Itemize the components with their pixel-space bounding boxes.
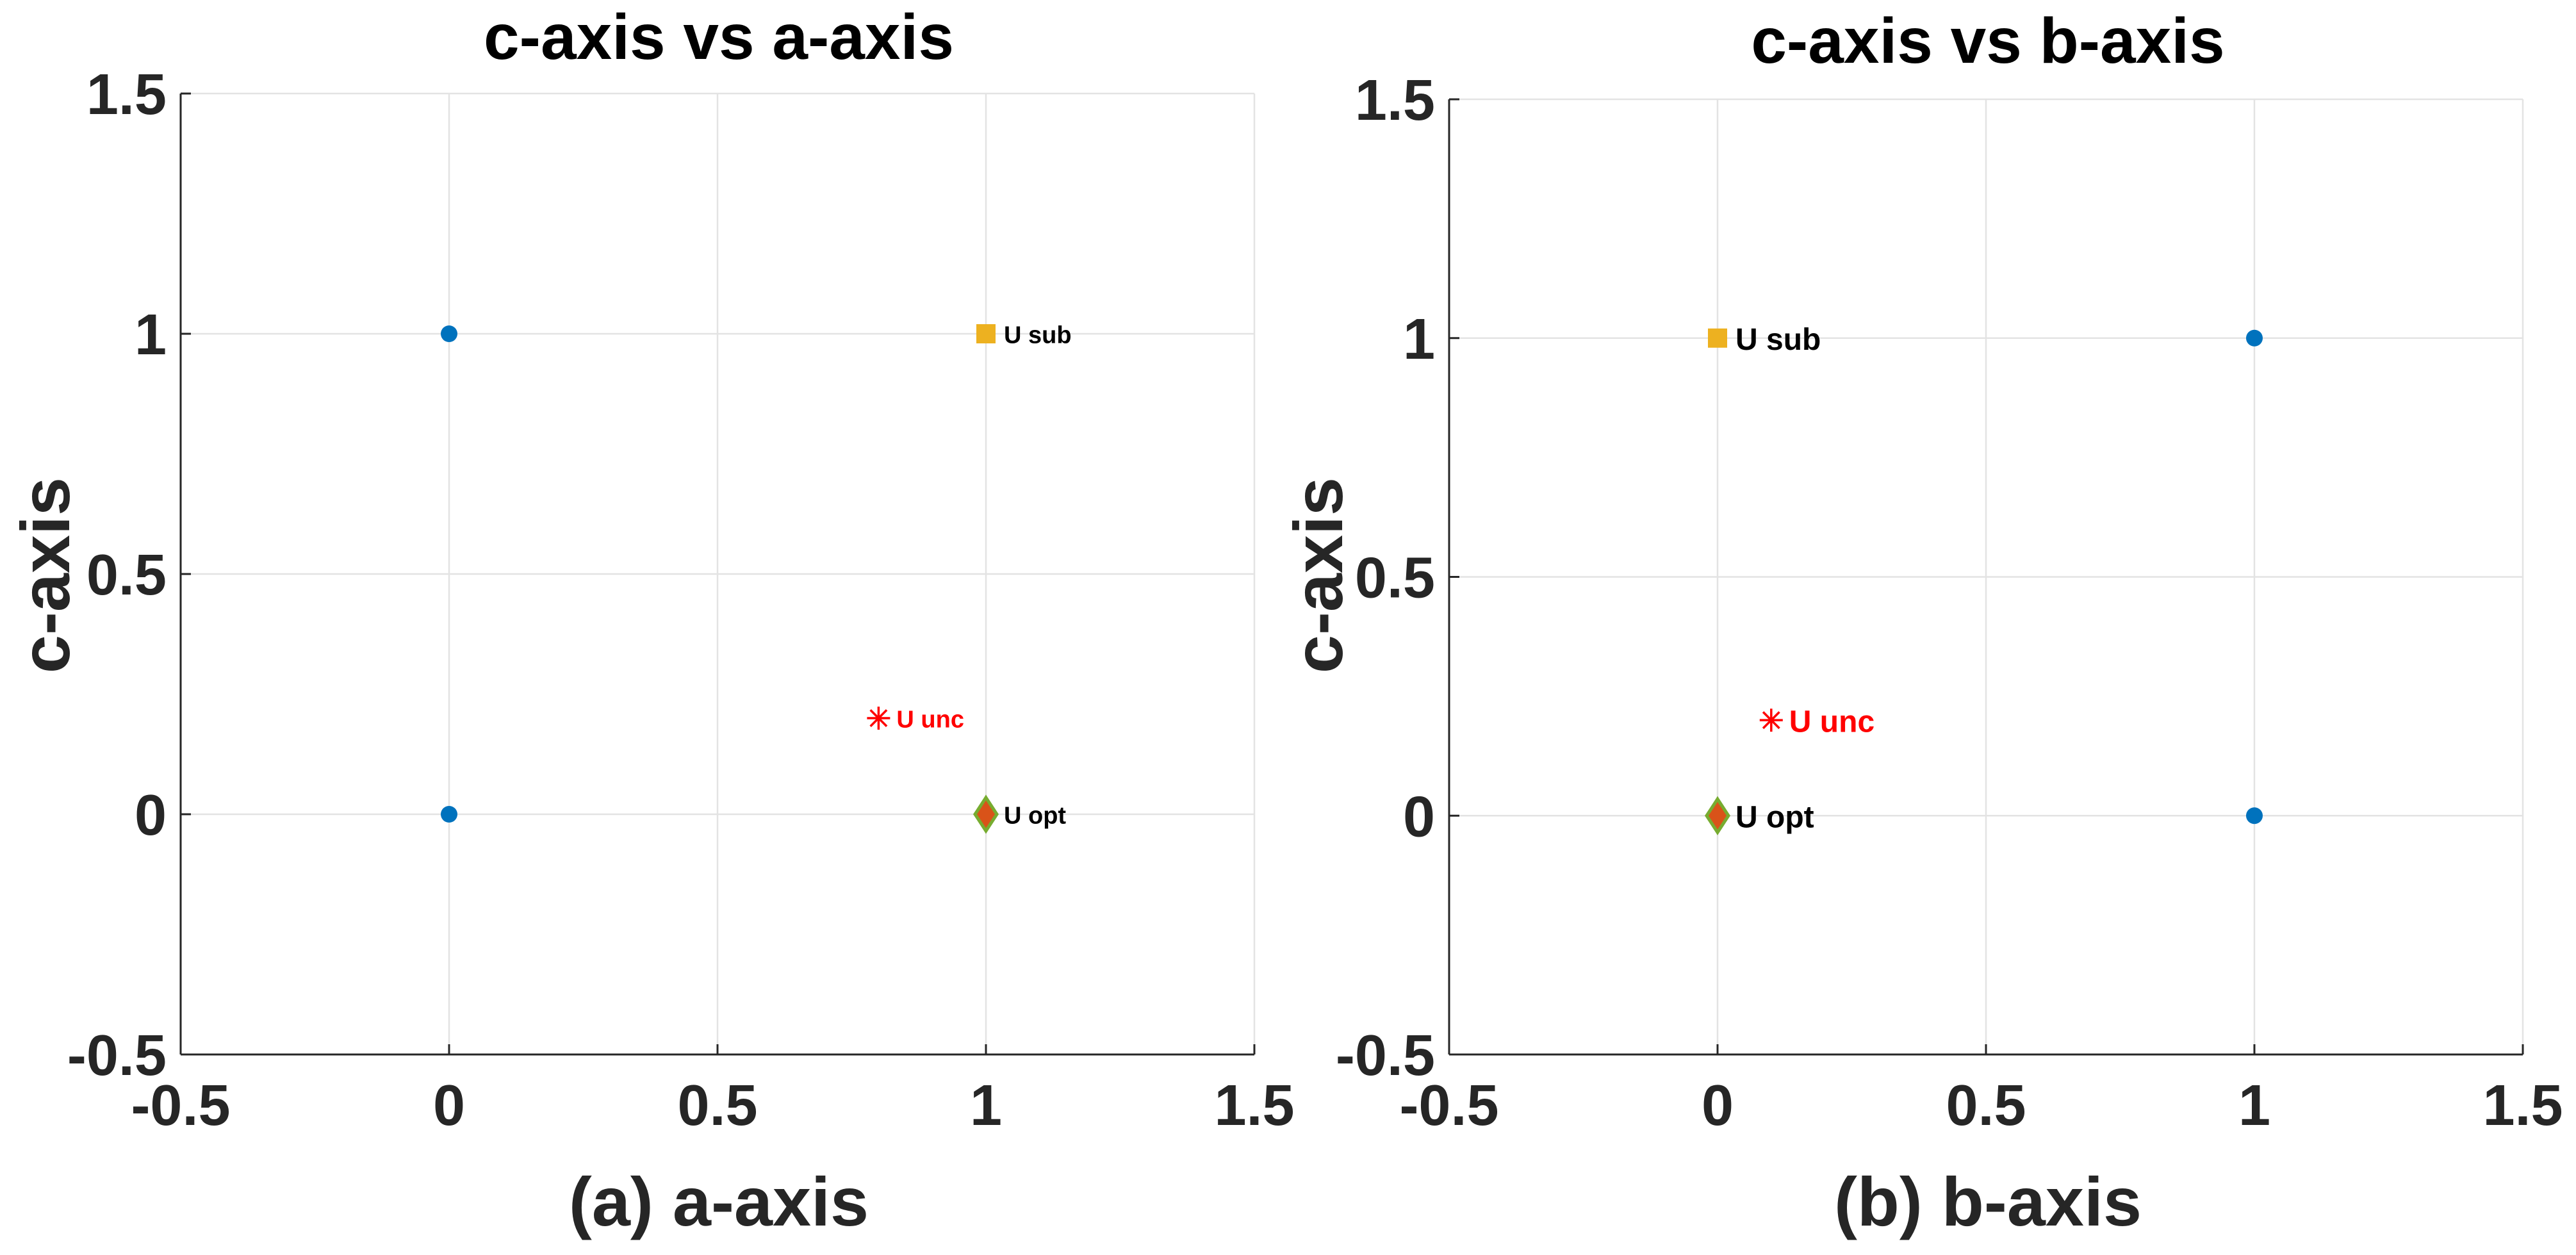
- x-tick-label: 0: [1702, 1074, 1734, 1138]
- data-point-u-sub: [976, 324, 996, 343]
- y-tick-label: 0.5: [1355, 546, 1435, 611]
- x-tick-label: 0.5: [1946, 1074, 2026, 1138]
- x-tick-label: 1.5: [1214, 1074, 1294, 1138]
- chart-panel-b: c-axis vs b-axis (b) b-axis c-axis -0.5 0…: [1279, 5, 2563, 1240]
- data-point-u-opt: [973, 794, 999, 834]
- plot-area: -0.5 0 0.5 1 1.5 -0.5 0 0.5 1 1.5 U sub U unc U opt: [1336, 69, 2563, 1138]
- data-label: U unc: [1789, 705, 1875, 739]
- y-tick-label: 0.5: [86, 543, 167, 607]
- y-tick-label: 1.5: [1355, 69, 1435, 133]
- data-label: U sub: [1004, 322, 1072, 349]
- plot-area: -0.5 0 0.5 1 1.5 -0.5 0 0.5 1 1.5 U sub U unc U opt: [67, 63, 1295, 1138]
- data-point-u-opt: [1705, 796, 1730, 835]
- chart-title: c-axis vs a-axis: [484, 1, 954, 73]
- x-axis-label: (a) a-axis: [569, 1163, 869, 1240]
- x-tick-label: 1: [970, 1074, 1002, 1138]
- chart-panel-a: c-axis vs a-axis (a) a-axis c-axis -0.5 0…: [6, 1, 1295, 1240]
- data-label: U unc: [896, 706, 964, 733]
- data-point-vertex: [2246, 807, 2263, 824]
- y-tick-label: 1.5: [86, 63, 167, 127]
- data-label: U sub: [1735, 323, 1821, 357]
- y-tick-label: 1: [1403, 308, 1435, 372]
- x-axis-label: (b) b-axis: [1834, 1163, 2142, 1240]
- data-label: U opt: [1735, 800, 1814, 834]
- y-axis-label: c-axis: [1279, 477, 1357, 673]
- data-point-u-unc: [1759, 709, 1783, 732]
- x-tick-label: -0.5: [131, 1074, 230, 1138]
- y-tick-label: 1: [135, 303, 167, 367]
- x-tick-label: 1.5: [2482, 1074, 2563, 1138]
- y-tick-label: -0.5: [1336, 1024, 1435, 1088]
- y-tick-label: 0: [1403, 785, 1435, 849]
- data-point-u-unc: [867, 707, 890, 730]
- data-point-vertex: [441, 325, 457, 342]
- x-tick-label: 0: [433, 1074, 465, 1138]
- data-point-u-sub: [1708, 328, 1727, 348]
- data-point-vertex: [2246, 329, 2263, 347]
- data-label: U opt: [1004, 802, 1066, 829]
- y-tick-label: 0: [135, 783, 167, 848]
- y-axis-label: c-axis: [6, 477, 84, 673]
- data-point-vertex: [441, 806, 457, 823]
- y-tick-label: -0.5: [67, 1024, 167, 1088]
- x-tick-label: 1: [2238, 1074, 2270, 1138]
- chart-title: c-axis vs b-axis: [1751, 5, 2224, 77]
- x-tick-label: 0.5: [677, 1074, 757, 1138]
- x-tick-label: -0.5: [1399, 1074, 1498, 1138]
